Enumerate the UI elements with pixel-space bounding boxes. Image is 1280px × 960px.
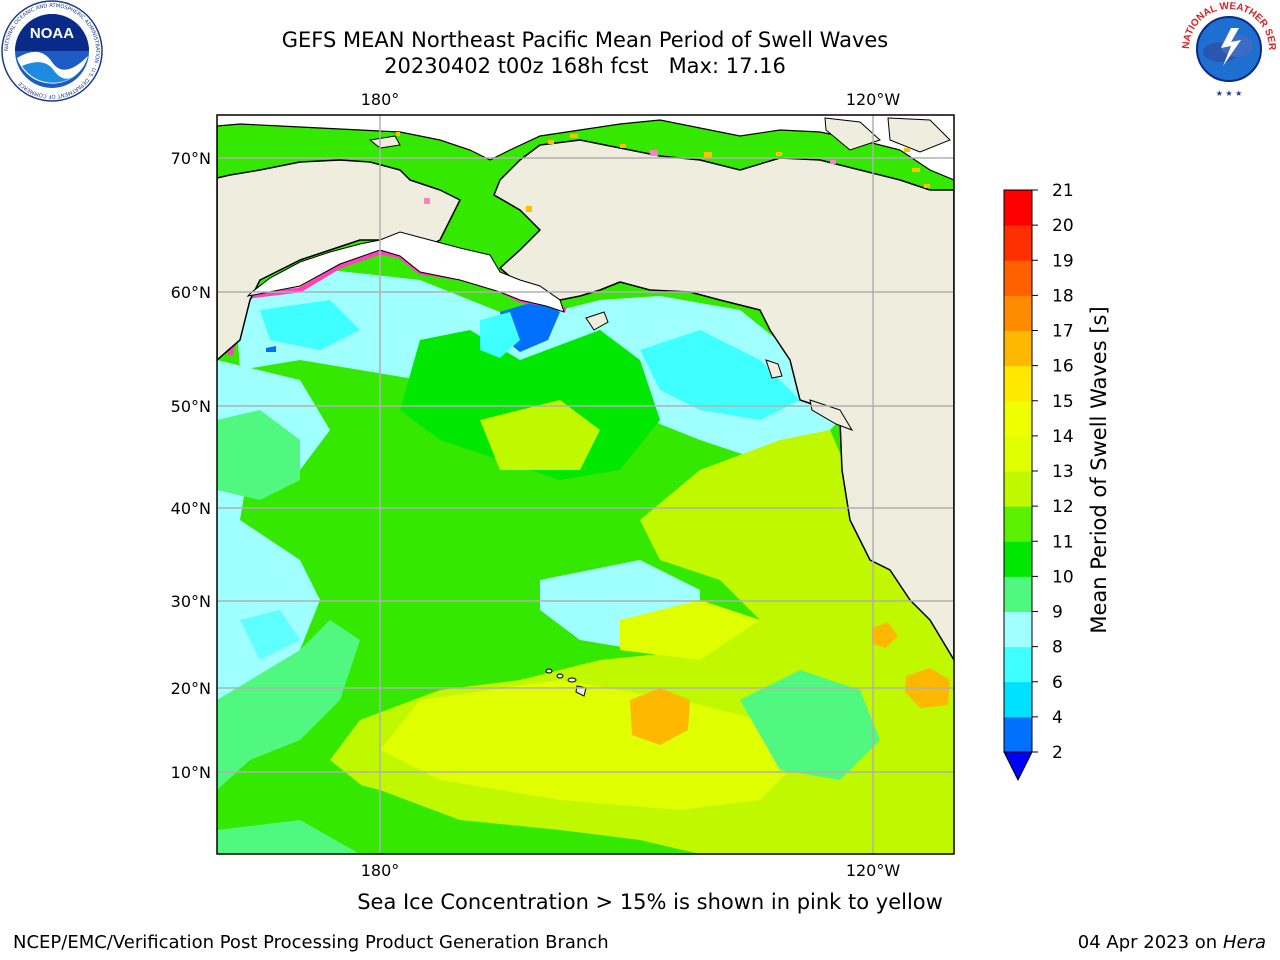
colorbar-segment (1004, 365, 1032, 402)
colorbar-segment (1004, 646, 1032, 683)
colorbar-tick-label: 11 (1052, 532, 1074, 552)
producer-credit: NCEP/EMC/Verification Post Processing Pr… (13, 932, 609, 953)
lat-label-70n: 70°N (171, 149, 211, 168)
colorbar-segment (1004, 260, 1032, 296)
map-frame (216, 114, 955, 855)
colorbar-segment (1004, 681, 1032, 718)
svg-text:NOAA: NOAA (30, 25, 74, 42)
colorbar-segment (1004, 400, 1032, 437)
colorbar-segment (1004, 190, 1032, 226)
colorbar-tick-label: 15 (1052, 392, 1074, 412)
lat-label-20n: 20°N (171, 679, 211, 698)
colorbar-tick-label: 10 (1052, 567, 1074, 587)
host-name: Hera (1222, 932, 1266, 953)
sea-ice-note: Sea Ice Concentration > 15% is shown in … (357, 890, 943, 914)
chart-subtitle: 20230402 t00z 168h fcst Max: 17.16 (384, 54, 786, 78)
lat-label-10n: 10°N (171, 763, 211, 782)
colorbar-tick-label: 18 (1052, 286, 1074, 306)
colorbar-segment (1004, 541, 1032, 577)
colorbar-segment (1004, 611, 1032, 648)
colorbar-tick-label: 6 (1052, 673, 1063, 693)
lon-label-top-180: 180° (361, 90, 400, 109)
colorbar-segment (1004, 295, 1032, 331)
lon-label-bottom-180: 180° (361, 861, 400, 880)
colorbar-under-arrow (1003, 751, 1033, 782)
lon-label-top-120w: 120°W (846, 90, 901, 109)
colorbar-segment (1004, 225, 1032, 261)
noaa-logo: NOAA NATIONAL OCEANIC AND ATMOSPHERIC AD… (1, 0, 103, 102)
colorbar-tick-label: 13 (1052, 462, 1074, 482)
colorbar-tick-label: 17 (1052, 322, 1074, 342)
colorbar-segment (1004, 506, 1032, 542)
colorbar-segment (1004, 576, 1032, 612)
colorbar-segment (1004, 330, 1032, 367)
colorbar-tick-label: 2 (1052, 743, 1063, 763)
svg-text:★ ★ ★: ★ ★ ★ (1216, 89, 1243, 98)
run-date: 04 Apr 2023 on Hera (1078, 932, 1266, 953)
colorbar-tick-label: 9 (1052, 603, 1063, 623)
nws-logo: NATIONAL WEATHER SERVICE ★ ★ ★ (1177, 0, 1277, 98)
lon-label-bottom-120w: 120°W (846, 861, 901, 880)
colorbar-tick-label: 8 (1052, 638, 1063, 658)
colorbar-tick-label: 21 (1052, 181, 1074, 201)
lat-label-40n: 40°N (171, 499, 211, 518)
colorbar-tick-label: 19 (1052, 251, 1074, 271)
colorbar-label: Mean Period of Swell Waves [s] (1087, 306, 1111, 633)
lat-label-30n: 30°N (171, 592, 211, 611)
colorbar-segment (1004, 471, 1032, 507)
colorbar-tick-label: 4 (1052, 708, 1063, 728)
lat-label-50n: 50°N (171, 397, 211, 416)
chart-title: GEFS MEAN Northeast Pacific Mean Period … (281, 28, 889, 52)
map-area (217, 115, 954, 854)
colorbar-tick-label: 16 (1052, 357, 1074, 377)
colorbar: 2 4 6 8 9 10 11 12 13 14 15 16 17 18 19 20 21 (1003, 181, 1074, 782)
lat-label-60n: 60°N (171, 283, 211, 302)
colorbar-tick-label: 12 (1052, 497, 1074, 517)
colorbar-tick-label: 14 (1052, 427, 1074, 447)
run-date-text: 04 Apr 2023 on (1077, 932, 1223, 953)
colorbar-segment (1004, 716, 1032, 753)
colorbar-segment (1004, 435, 1032, 472)
colorbar-tick-label: 20 (1052, 216, 1074, 236)
